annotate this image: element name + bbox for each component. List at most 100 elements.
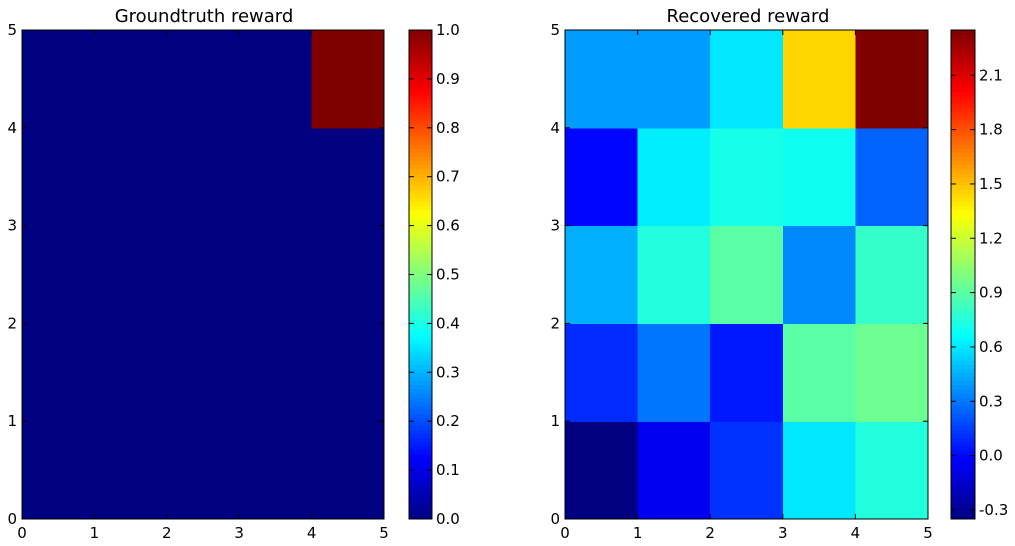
colorbar-segment [951, 282, 975, 288]
colorbar-tick-label: 0.5 [436, 266, 460, 284]
colorbar-frame [950, 29, 976, 520]
colorbar-segment [951, 103, 975, 109]
colorbar-tick-label: 1.0 [436, 21, 460, 39]
heatmap-cell [710, 421, 784, 520]
colorbar-segment [951, 270, 975, 276]
x-tick-label: 2 [162, 524, 172, 542]
colorbar-segment [409, 266, 432, 272]
colorbar-segment [951, 233, 975, 239]
colorbar-segment [951, 429, 975, 435]
heatmap-cell [166, 127, 240, 227]
colorbar-segment [951, 278, 975, 284]
colorbar-segment [409, 498, 432, 504]
colorbar-segment [951, 498, 975, 504]
colorbar-segment [951, 135, 975, 141]
colorbar-segment [409, 502, 432, 508]
colorbar-segment [409, 453, 432, 459]
colorbar-segment [409, 58, 432, 64]
x-tick-label: 3 [778, 524, 788, 542]
colorbar-segment [409, 197, 432, 202]
colorbar-tick-label: 0.9 [436, 70, 460, 88]
colorbar-segment [409, 388, 432, 394]
colorbar-segment [951, 457, 975, 463]
heatmap-cell [166, 30, 240, 129]
colorbar-segment [951, 327, 975, 333]
colorbar-segment [409, 351, 432, 357]
colorbar-segment [951, 298, 975, 304]
colorbar-segment [951, 62, 975, 68]
colorbar-segment [951, 347, 975, 353]
colorbar-tick-label: 0.8 [436, 119, 460, 137]
colorbar-segment [409, 461, 432, 467]
colorbar-segment [951, 225, 975, 231]
colorbar-segment [951, 99, 975, 105]
colorbar-segment [409, 421, 432, 426]
colorbar-segment [951, 119, 975, 125]
colorbar-segment [409, 131, 432, 137]
heatmap-cell [239, 421, 313, 520]
colorbar-segment [951, 368, 975, 373]
colorbar-tick-label: 0.0 [436, 510, 460, 528]
colorbar-segment [951, 229, 975, 235]
colorbar-segment [409, 87, 432, 92]
colorbar-segment [951, 470, 975, 475]
colorbar-segment [951, 152, 975, 158]
heatmap-cell [637, 30, 711, 129]
colorbar-segment [409, 506, 432, 512]
colorbar-segment [409, 205, 432, 210]
colorbar-segment [951, 482, 975, 488]
colorbar-segment [951, 180, 975, 186]
colorbar-segment [409, 270, 432, 276]
colorbar-tick-label: 0.3 [436, 363, 460, 381]
colorbar-tick-label: 0.3 [979, 392, 1003, 410]
colorbar-segment [409, 494, 432, 500]
colorbar-segment [951, 50, 975, 56]
colorbar-segment [951, 184, 975, 190]
colorbar-segment [409, 74, 432, 80]
x-tick-label: 4 [307, 524, 317, 542]
colorbar-segment [409, 184, 432, 190]
heatmap-cell [239, 323, 313, 422]
y-tick-label: 4 [7, 119, 17, 137]
colorbar-segment [951, 478, 975, 484]
colorbar-segment [951, 34, 975, 39]
x-tick-label: 5 [923, 524, 933, 542]
colorbar-segment [409, 188, 432, 194]
heatmap-cell [94, 421, 168, 520]
heatmap-cell [22, 30, 95, 129]
colorbar-segment [409, 34, 432, 39]
colorbar-segment [409, 127, 432, 133]
colorbar-segment [951, 131, 975, 137]
colorbar-segment [409, 70, 432, 76]
colorbar-segment [409, 478, 432, 484]
colorbar-segment [409, 339, 432, 345]
colorbar-segment [951, 221, 975, 227]
colorbar-segment [409, 474, 432, 479]
colorbar-tick-label: 0.1 [436, 461, 460, 479]
colorbar-segment [409, 164, 432, 170]
colorbar-segment [409, 201, 432, 206]
colorbar-segment [951, 58, 975, 64]
colorbar-tick-label: -0.3 [979, 501, 1008, 519]
heatmap-cell [94, 225, 168, 324]
x-tick-label: 5 [379, 524, 389, 542]
colorbar-segment [409, 433, 432, 439]
colorbar-segment [951, 311, 975, 316]
heatmap-cell [637, 225, 711, 324]
heatmap-cell [94, 323, 168, 422]
colorbar-segment [951, 140, 975, 145]
colorbar-segment [409, 396, 432, 402]
colorbar-segment [951, 303, 975, 308]
colorbar-segment [951, 201, 975, 206]
colorbar-segment [409, 368, 432, 373]
colorbar-segment [409, 217, 432, 223]
heatmap-cell [782, 323, 856, 422]
y-tick-label: 2 [7, 314, 17, 332]
heatmap-cell [637, 323, 711, 422]
heatmap-cell [782, 127, 856, 227]
colorbar-segment [409, 360, 432, 365]
y-tick-label: 0 [7, 510, 17, 528]
colorbar-segment [951, 494, 975, 500]
colorbar-segment [409, 417, 432, 422]
